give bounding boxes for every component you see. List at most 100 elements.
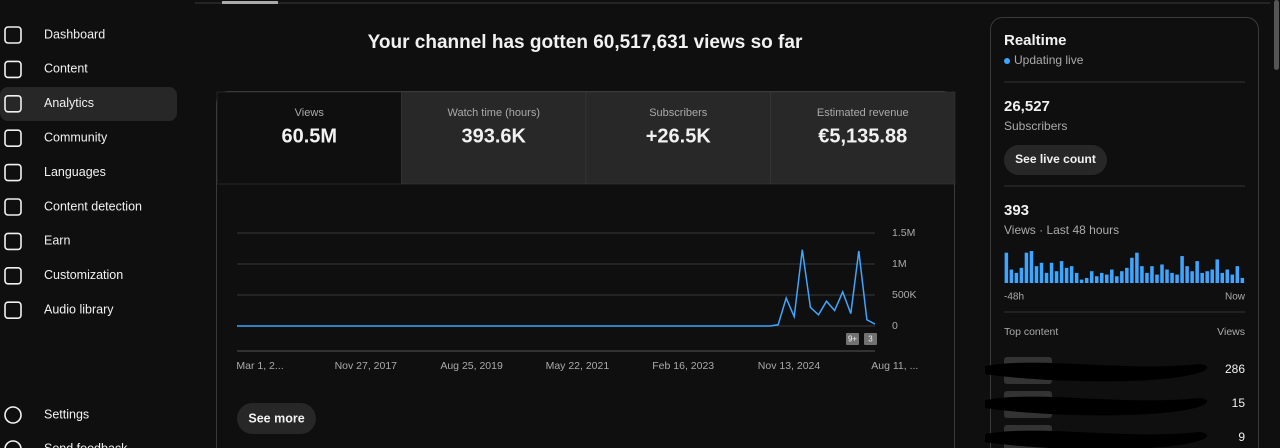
bar	[1235, 266, 1240, 283]
metric-tab[interactable]: Subscribers +26.5K	[585, 91, 771, 185]
bar	[1220, 272, 1225, 283]
bar	[1054, 271, 1059, 283]
nav-item[interactable]: Analytics	[4, 95, 94, 113]
nav-item[interactable]: Community	[4, 129, 108, 147]
bar	[1240, 277, 1245, 283]
nav-icon	[4, 301, 22, 320]
subscriber-count: 26,527	[1004, 98, 1050, 115]
page-title: Your channel has gotten 60,517,631 views…	[368, 32, 803, 53]
nav-label: Customization	[44, 268, 123, 282]
line-series	[237, 249, 876, 327]
bar	[1110, 269, 1114, 283]
metric-value: +26.5K	[646, 125, 712, 147]
nav-item[interactable]: Send feedback	[4, 440, 128, 448]
metric-label: Estimated revenue	[817, 107, 909, 119]
nav-item[interactable]: Audio library	[4, 301, 114, 320]
metric-tab[interactable]: Views 60.5M	[216, 91, 402, 185]
metric-tab[interactable]: Watch time (hours) 393.6K	[401, 91, 587, 185]
bar	[1175, 274, 1179, 283]
top-content-row[interactable]: 286	[985, 357, 1245, 384]
nav-icon	[4, 232, 22, 251]
event-badge[interactable]: 9+	[846, 333, 859, 345]
y-tick-label: 1.5M	[892, 227, 915, 239]
bar	[1034, 266, 1039, 283]
nav-icon	[4, 406, 22, 424]
x-tick-label: Aug 25, 2019	[440, 360, 503, 372]
row-views: 15	[1232, 396, 1246, 410]
views-count: 393	[1004, 202, 1029, 219]
y-tick-label: 0	[892, 320, 898, 332]
y-tick-label: 500K	[892, 289, 917, 301]
active-nav-bg	[0, 87, 177, 121]
see-more-button[interactable]: See more	[237, 403, 316, 434]
x-tick-label: Nov 27, 2017	[335, 360, 398, 372]
nav-label: Analytics	[44, 96, 94, 110]
nav-icon	[4, 440, 22, 448]
nav-label: Send feedback	[44, 441, 128, 448]
x-tick-label: Aug 11, ...	[871, 360, 918, 372]
button-bg	[237, 403, 316, 434]
x-tick-label: May 22, 2021	[546, 360, 610, 372]
bar	[1115, 276, 1119, 283]
bar	[1004, 252, 1009, 283]
nav-item[interactable]: Content detection	[4, 198, 142, 216]
nav-item[interactable]: Customization	[4, 266, 123, 285]
badge-bg	[846, 333, 859, 345]
button-bg	[1004, 145, 1107, 175]
metric-label: Views	[295, 107, 325, 119]
nav-icon	[4, 266, 22, 285]
nav-label: Settings	[44, 407, 89, 421]
nav-label: Community	[44, 130, 108, 144]
live-status: Updating live	[1014, 53, 1084, 67]
bar	[1150, 266, 1154, 283]
line-chart: 0 500K 1M 1.5M Mar 1, 2... Nov 27, 2017 Aug 25…	[236, 227, 918, 372]
bar	[1165, 269, 1169, 283]
row-views: 286	[1225, 362, 1245, 376]
top-content-header: Top content	[1004, 326, 1058, 338]
metric-label: Subscribers	[649, 107, 708, 119]
bar	[1064, 267, 1069, 283]
tab-indicator	[222, 1, 278, 4]
nav-item[interactable]: Settings	[4, 406, 89, 424]
tab-bg	[216, 91, 402, 185]
metric-tab[interactable]: Estimated revenue €5,135.88	[770, 91, 956, 185]
bar	[1120, 271, 1124, 283]
button-label: See more	[248, 411, 304, 425]
realtime-title: Realtime	[1004, 32, 1067, 49]
bar	[1039, 262, 1044, 283]
bar	[1099, 272, 1104, 283]
bar	[1079, 279, 1084, 283]
top-content-row[interactable]: 9	[985, 425, 1245, 448]
x-tick-label: Nov 13, 2024	[758, 360, 821, 372]
bar	[1145, 272, 1149, 283]
bar	[1130, 257, 1134, 283]
nav-item[interactable]: Earn	[4, 232, 70, 251]
nav-item[interactable]: Languages	[4, 163, 106, 182]
bar	[1014, 272, 1019, 283]
bar	[1200, 272, 1204, 283]
top-content-row[interactable]: 15	[985, 391, 1245, 418]
bar	[1155, 274, 1159, 283]
bar	[1009, 269, 1014, 283]
nav-label: Content	[44, 62, 88, 76]
bar	[1185, 266, 1189, 283]
badge-label: 3	[868, 335, 873, 344]
nav-item[interactable]: Dashboard	[4, 26, 105, 44]
redaction	[985, 430, 1208, 448]
event-badge[interactable]: 3	[864, 333, 877, 345]
redaction	[985, 362, 1208, 382]
bar	[1094, 276, 1099, 283]
bar	[1170, 272, 1174, 283]
views-label: Views · Last 48 hours	[1004, 223, 1119, 237]
bar	[1019, 267, 1024, 283]
nav-item[interactable]: Content	[4, 60, 88, 79]
live-count-button[interactable]: See live count	[1004, 145, 1107, 175]
nav-label: Earn	[44, 234, 70, 248]
nav-icon	[4, 198, 22, 216]
nav-label: Audio library	[44, 302, 114, 316]
bar-end-label: Now	[1225, 292, 1246, 303]
bar	[1105, 274, 1109, 283]
nav-icon	[4, 60, 22, 79]
badge-label: 9+	[848, 335, 857, 344]
bar	[1225, 269, 1230, 283]
